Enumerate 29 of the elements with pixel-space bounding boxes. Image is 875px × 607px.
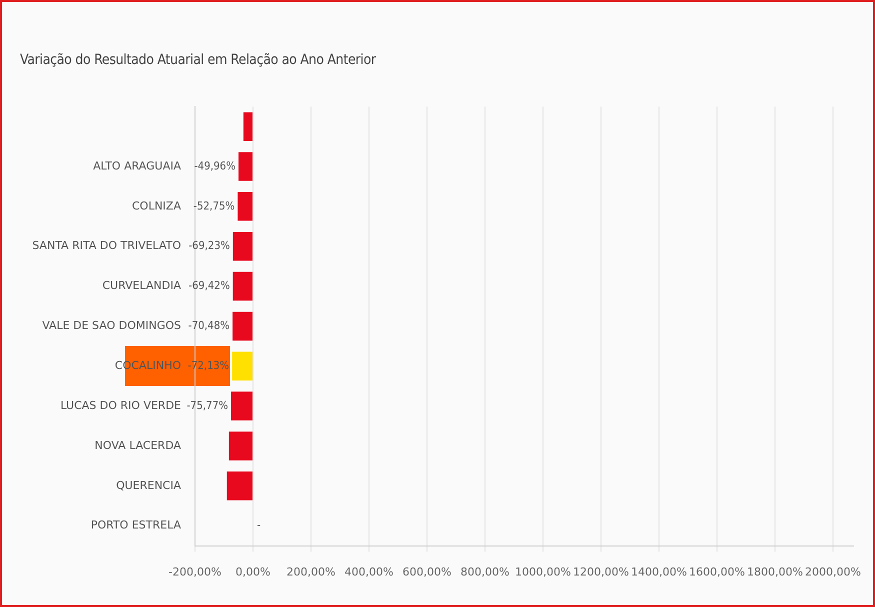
x-tick-label: 1200,00% <box>573 565 629 578</box>
y-tick-label: COLNIZA <box>132 199 182 212</box>
x-tick-label: 200,00% <box>286 565 336 578</box>
x-tick-label: -200,00% <box>168 565 222 578</box>
x-tick-label: 1400,00% <box>631 565 687 578</box>
y-tick-label: NOVA LACERDA <box>94 438 182 452</box>
y-tick-label: SANTA RITA DO TRIVELATO <box>32 239 182 252</box>
y-tick-label: ALTO ARAGUAIA <box>93 159 182 172</box>
y-tick-label: CURVELANDIA <box>102 279 182 292</box>
data-label: -70,48% <box>188 319 230 332</box>
data-label: -49,96% <box>194 159 236 172</box>
x-tick-label: 1800,00% <box>747 565 804 578</box>
x-tick-label: 2000,00% <box>805 565 862 578</box>
y-tick-label: QUERENCIA <box>116 478 182 492</box>
x-tick-label: 0,00% <box>236 565 270 578</box>
y-tick-label: LUCAS DO RIO VERDE <box>60 398 182 412</box>
data-label: -52,75% <box>193 199 235 212</box>
data-label: -69,23% <box>188 239 230 252</box>
x-tick-label: 600,00% <box>402 565 452 578</box>
x-tick-label: 1600,00% <box>689 565 745 578</box>
y-tick-label: PORTO ESTRELA <box>90 518 182 532</box>
text: - <box>257 518 261 532</box>
chart-title: Variação do Resultado Atuarial em Relação ao Ano Anterior <box>20 52 376 68</box>
y-tick-label: VALE DE SAO DOMINGOS <box>42 319 182 332</box>
data-label: -75,77% <box>186 398 228 412</box>
x-tick-label: 1000,00% <box>515 565 571 578</box>
data-label: -69,42% <box>188 279 230 292</box>
x-tick-label: 400,00% <box>344 565 394 578</box>
x-tick-label: 800,00% <box>460 565 510 578</box>
